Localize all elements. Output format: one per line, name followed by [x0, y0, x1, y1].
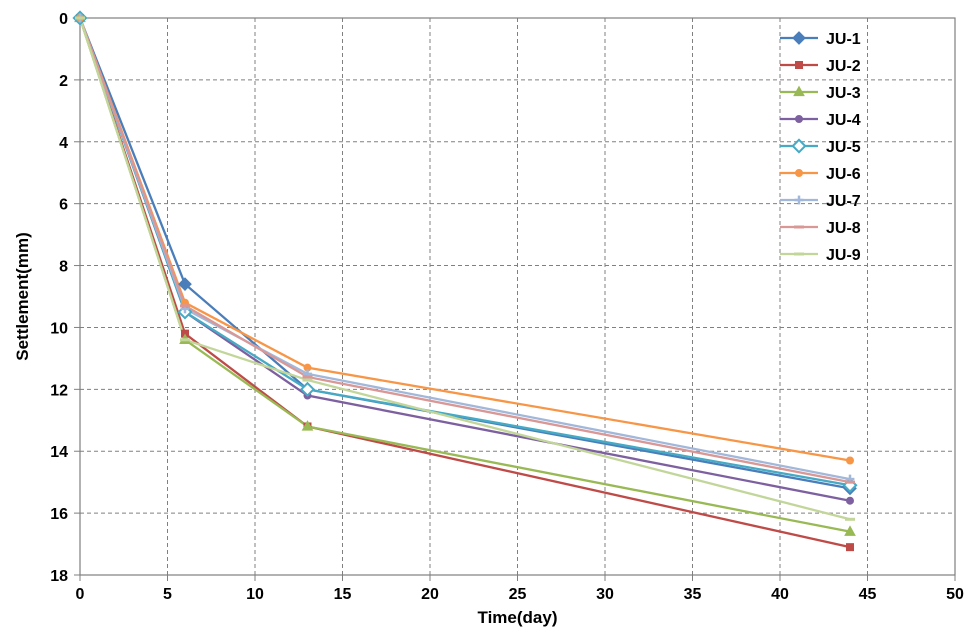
x-tick-label: 15 [334, 586, 352, 603]
legend-label: JU-3 [826, 85, 861, 102]
y-tick-label: 8 [59, 259, 68, 276]
x-tick-label: 20 [421, 586, 439, 603]
y-tick-label: 2 [59, 73, 68, 90]
y-tick-label: 18 [50, 568, 68, 585]
y-tick-label: 14 [50, 444, 68, 461]
y-tick-label: 0 [59, 11, 68, 28]
legend-label: JU-7 [826, 193, 861, 210]
y-tick-label: 6 [59, 197, 68, 214]
legend-label: JU-4 [826, 112, 861, 129]
legend-label: JU-8 [826, 220, 861, 237]
legend-label: JU-9 [826, 247, 861, 264]
x-tick-label: 30 [596, 586, 614, 603]
x-tick-label: 25 [509, 586, 527, 603]
x-tick-label: 5 [163, 586, 172, 603]
legend-label: JU-6 [826, 166, 861, 183]
y-axis-label: Settlement(mm) [13, 232, 32, 360]
x-tick-label: 45 [859, 586, 877, 603]
legend-label: JU-1 [826, 31, 861, 48]
y-tick-label: 4 [59, 135, 68, 152]
x-tick-label: 10 [246, 586, 264, 603]
x-tick-label: 35 [684, 586, 702, 603]
legend-label: JU-2 [826, 58, 861, 75]
y-tick-label: 12 [50, 382, 68, 399]
chart-svg: 0 5 10 15 20 25 30 35 40 45 50 0 2 4 6 8 10 12 14 16 18 Time(… [0, 0, 975, 641]
x-axis-label: Time(day) [478, 608, 558, 627]
x-tick-label: 50 [946, 586, 964, 603]
x-tick-label: 40 [771, 586, 789, 603]
y-tick-label: 16 [50, 506, 68, 523]
x-tick-label: 0 [76, 586, 85, 603]
settlement-chart: 0 5 10 15 20 25 30 35 40 45 50 0 2 4 6 8 10 12 14 16 18 Time(… [0, 0, 975, 641]
y-tick-label: 10 [50, 320, 68, 337]
legend-label: JU-5 [826, 139, 861, 156]
